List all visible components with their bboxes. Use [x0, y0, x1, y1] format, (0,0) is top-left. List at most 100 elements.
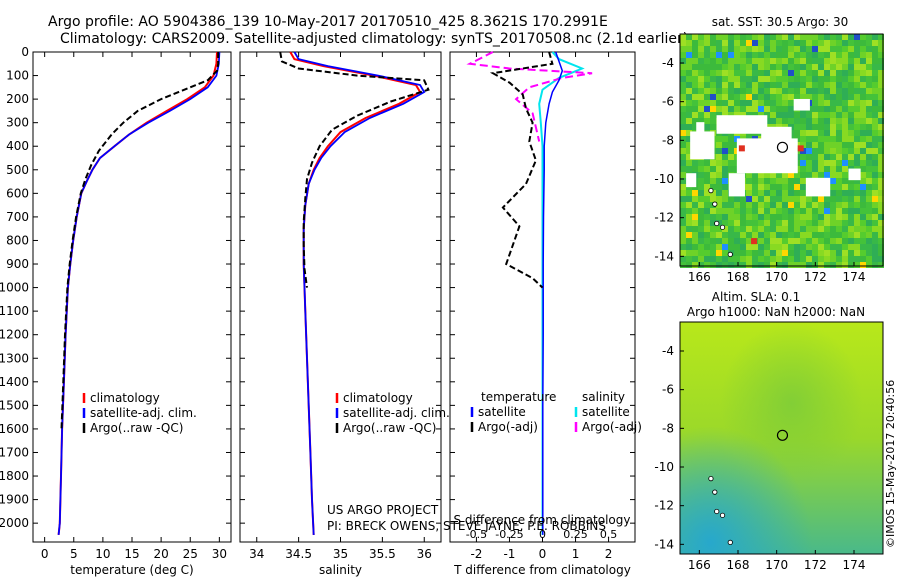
sst-cell	[866, 70, 872, 76]
sst-cell	[878, 232, 884, 238]
sst-cell	[704, 112, 710, 118]
sst-cell	[710, 262, 716, 268]
sst-cell	[830, 232, 836, 238]
sst-cell	[680, 82, 686, 88]
sst-cell	[692, 52, 698, 58]
y-tick-label: 1700	[0, 445, 29, 459]
sst-cell	[788, 58, 794, 64]
sst-cell	[830, 142, 836, 148]
sst-cell	[692, 34, 698, 40]
sst-cell	[746, 226, 752, 232]
sst-cell	[842, 106, 848, 112]
sst-cell	[830, 64, 836, 70]
sst-cell	[842, 214, 848, 220]
sst-cell	[692, 100, 698, 106]
sst-cell	[866, 178, 872, 184]
sst-cell	[854, 64, 860, 70]
sst-cell	[770, 58, 776, 64]
sst-cell	[860, 262, 866, 268]
sst-cell	[872, 40, 878, 46]
sst-cell	[878, 118, 884, 124]
sst-cell	[800, 58, 806, 64]
sst-cell	[722, 70, 728, 76]
sst-cell	[824, 172, 830, 178]
sst-cell	[734, 40, 740, 46]
sst-cell	[800, 112, 806, 118]
sst-cell	[746, 202, 752, 208]
sst-cell	[848, 250, 854, 256]
sst-cell	[794, 262, 800, 268]
sst-cell	[824, 208, 830, 214]
sst-cell	[752, 106, 758, 112]
sst-cell	[824, 142, 830, 148]
sst-cell	[776, 118, 782, 124]
sst-cell	[800, 244, 806, 250]
sst-cell	[836, 262, 842, 268]
y-tick-label: 1100	[0, 304, 29, 318]
sst-cell	[704, 226, 710, 232]
sst-cell	[752, 232, 758, 238]
sst-cell	[854, 256, 860, 262]
sst-cell	[830, 154, 836, 160]
sst-cell	[788, 232, 794, 238]
x-tick-label: 0	[539, 547, 547, 561]
sst-cell	[800, 190, 806, 196]
sst-cell	[818, 250, 824, 256]
sst-cell	[836, 154, 842, 160]
sst-cell	[812, 112, 818, 118]
sst-cell	[866, 100, 872, 106]
sst-cell	[686, 82, 692, 88]
sst-cell	[794, 220, 800, 226]
sst-cell	[812, 142, 818, 148]
sst-cell	[758, 70, 764, 76]
sst-cell	[830, 124, 836, 130]
sst-cell	[860, 256, 866, 262]
sst-cell	[800, 256, 806, 262]
sst-cell	[794, 250, 800, 256]
sst-cell	[734, 52, 740, 58]
sst-cell	[824, 154, 830, 160]
sst-cell	[860, 94, 866, 100]
sst-cell	[680, 238, 686, 244]
sst-cell	[746, 262, 752, 268]
sst-cell	[722, 100, 728, 106]
sst-cell	[770, 190, 776, 196]
sst-cell	[818, 154, 824, 160]
sst-cell	[776, 76, 782, 82]
sst-cell	[704, 58, 710, 64]
sst-cell	[704, 262, 710, 268]
sla-map-title: Altim. SLA: 0.1	[712, 290, 800, 304]
sst-cell	[746, 238, 752, 244]
sst-cell	[710, 184, 716, 190]
sst-cell	[710, 238, 716, 244]
sst-cell	[788, 172, 794, 178]
sst-cell	[722, 232, 728, 238]
sst-cell	[704, 70, 710, 76]
sst-cell	[686, 154, 692, 160]
sst-cell	[776, 106, 782, 112]
sst-cell	[746, 172, 752, 178]
sst-cell	[818, 244, 824, 250]
sst-cell	[758, 112, 764, 118]
sst-cell	[848, 46, 854, 52]
sst-cell	[728, 100, 734, 106]
sst-cell	[776, 82, 782, 88]
sst-cell	[866, 208, 872, 214]
sst-cell	[878, 112, 884, 118]
sst-cell	[728, 106, 734, 112]
sst-cell	[878, 130, 884, 136]
sst-cell	[806, 166, 812, 172]
sst-cell	[836, 100, 842, 106]
sst-cell	[782, 208, 788, 214]
sst-cell	[866, 40, 872, 46]
sst-cell	[860, 88, 866, 94]
sst-cell	[758, 202, 764, 208]
sst-cell	[782, 202, 788, 208]
sst-cell	[848, 94, 854, 100]
sst-cell	[824, 136, 830, 142]
sla-map-subtitle: Argo h1000: NaN h2000: NaN	[687, 305, 865, 319]
sst-cell	[824, 100, 830, 106]
sst-cell	[734, 238, 740, 244]
sst-cell	[776, 238, 782, 244]
sst-cell	[842, 58, 848, 64]
